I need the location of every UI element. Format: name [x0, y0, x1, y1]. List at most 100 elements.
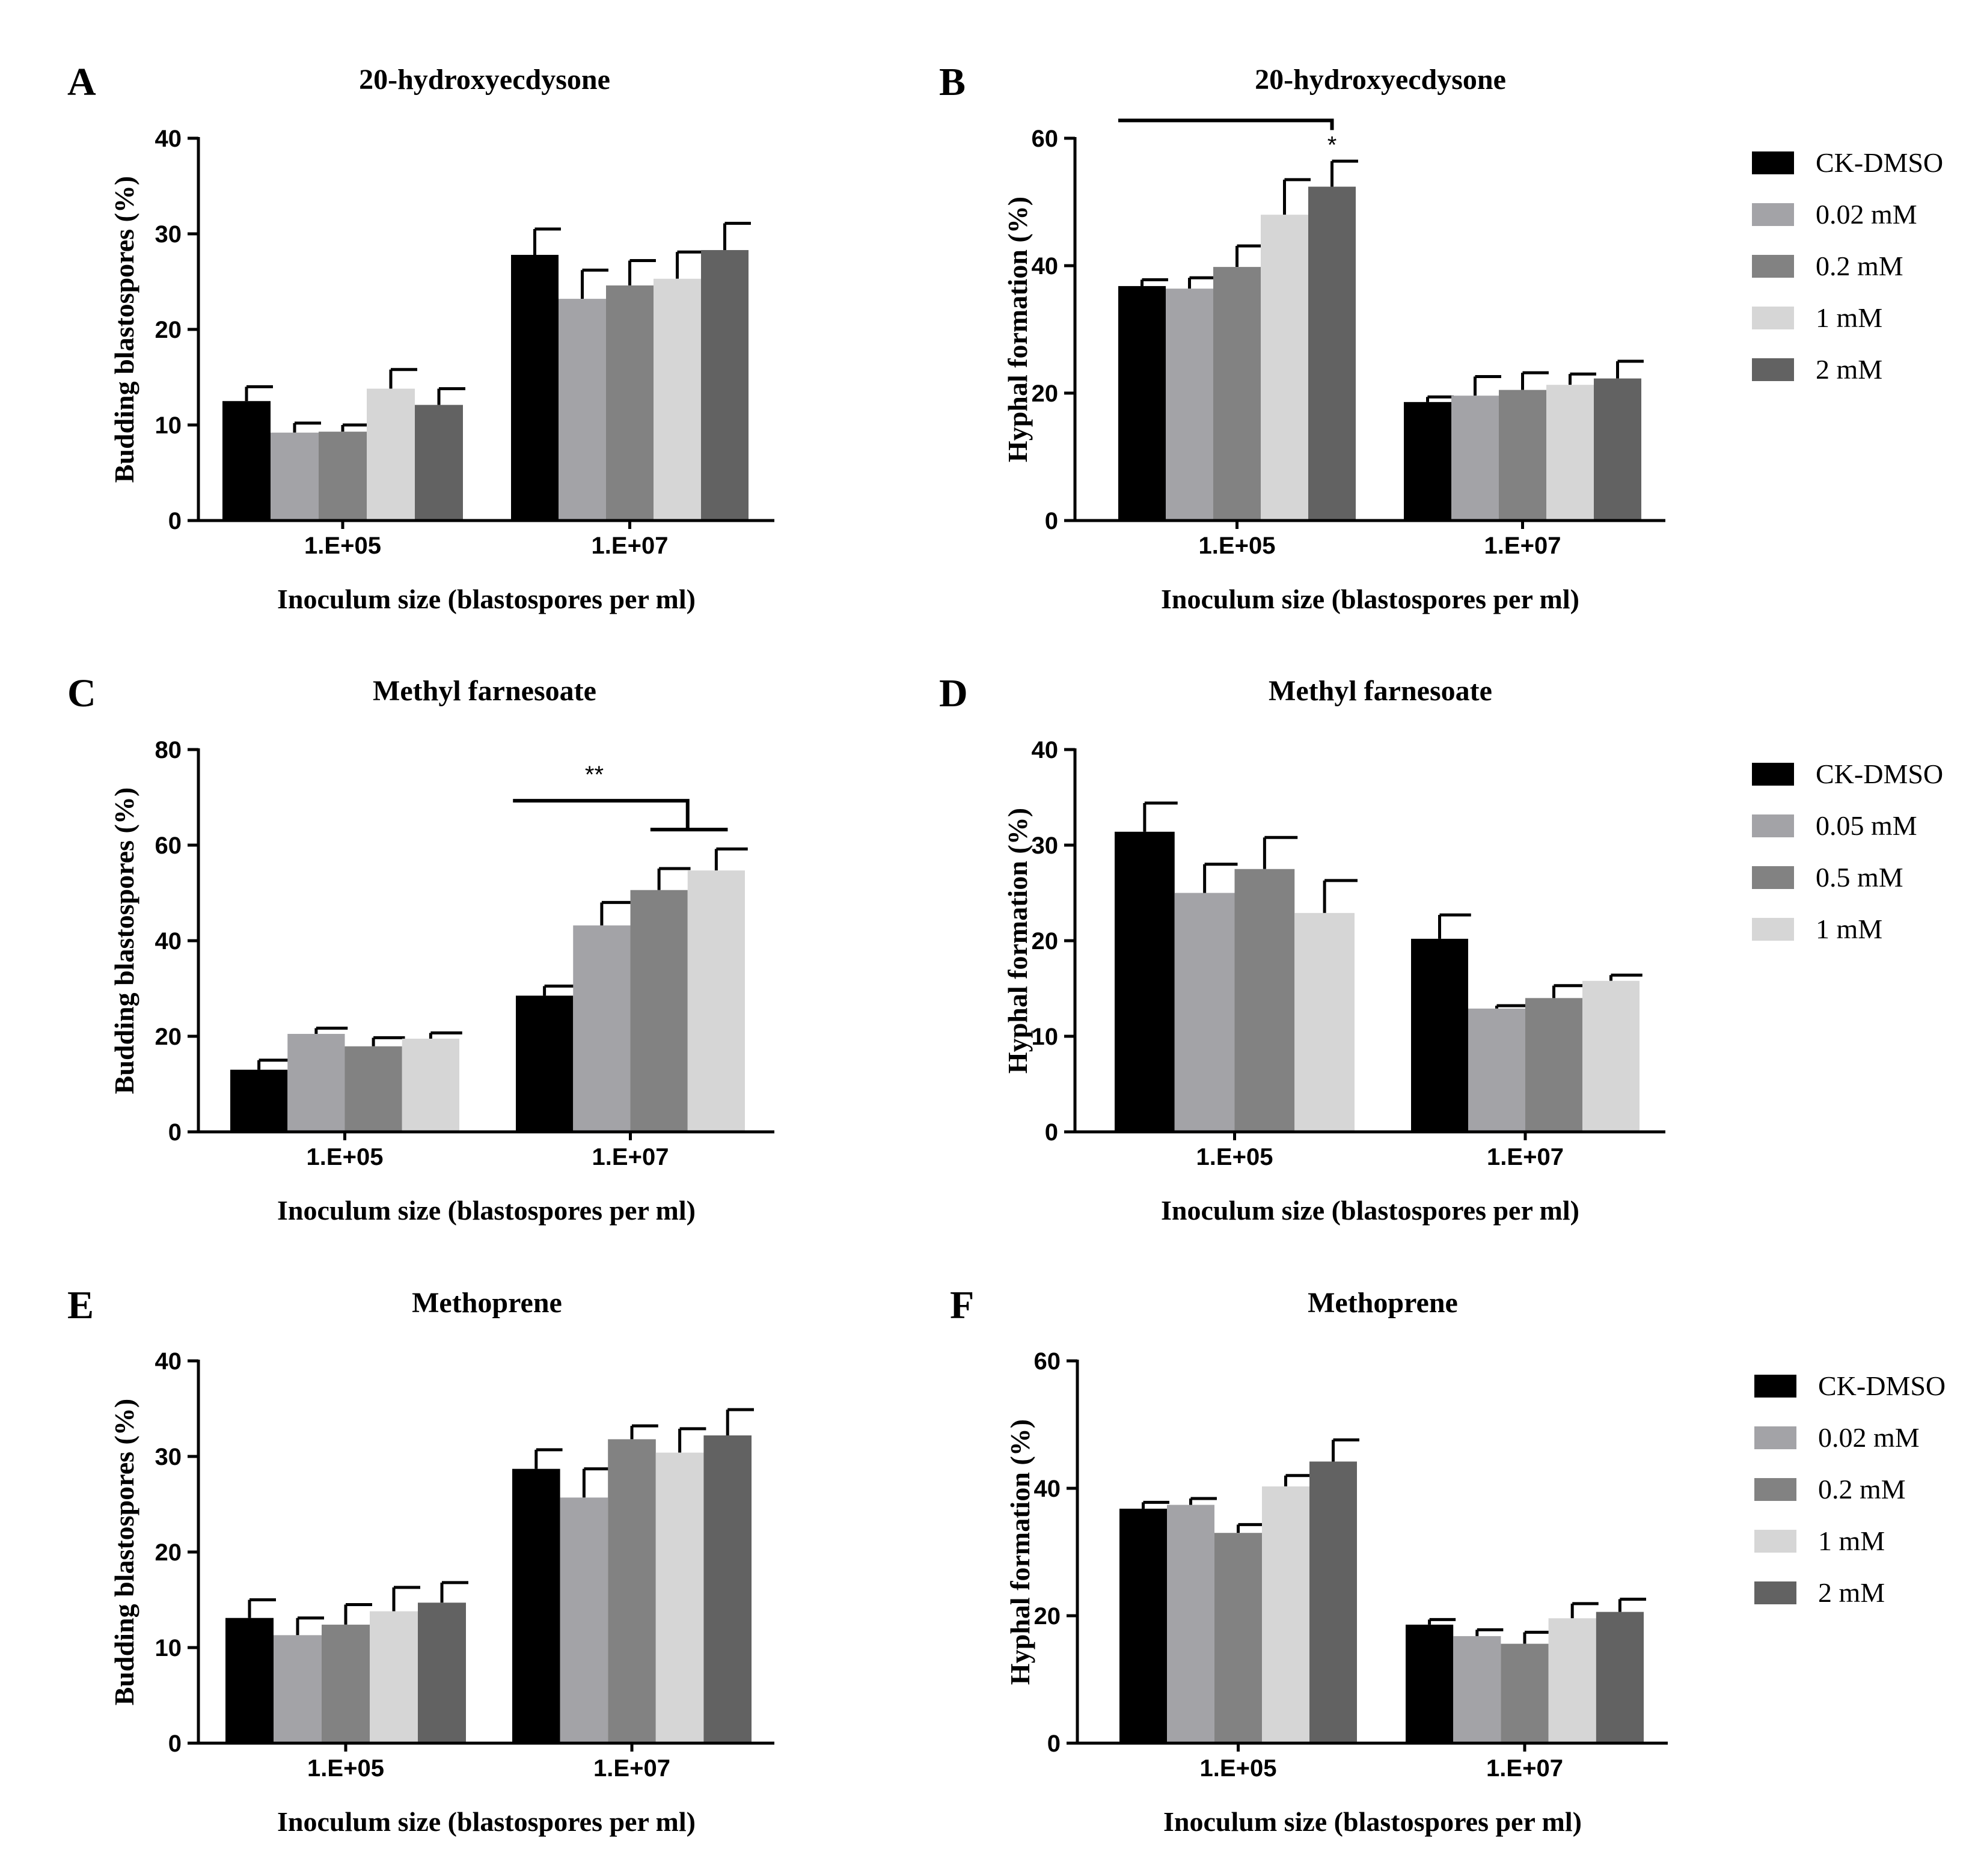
- legend-label: CK-DMSO: [1816, 147, 1943, 178]
- y-axis-label: Hyphal formation (%): [1005, 1419, 1035, 1685]
- bar: [344, 1046, 402, 1132]
- bar: [367, 388, 415, 521]
- legend-swatch: [1754, 1530, 1796, 1553]
- legend-label: 1 mM: [1818, 1526, 1885, 1556]
- panel-letter: B: [939, 60, 966, 104]
- x-tick-label: 1.E+05: [1200, 1755, 1277, 1782]
- legend-label: 1 mM: [1816, 914, 1882, 944]
- bar: [654, 278, 701, 521]
- y-tick-label: 0: [168, 1119, 182, 1146]
- bar: [1234, 869, 1295, 1132]
- legend-swatch: [1752, 151, 1794, 174]
- panel-e: E Methoprene 1.E+05 1.E+07 0 10 20 30 40 Inoculum…: [67, 1283, 774, 1837]
- bar: [1308, 186, 1356, 521]
- panel-letter: A: [67, 60, 96, 104]
- panel-f: F Methoprene 1.E+05 1.E+07 0 20 40 60 Inoculum s…: [950, 1283, 1668, 1837]
- bar: [1499, 390, 1546, 521]
- y-axis-label: Hyphal formation (%): [1002, 808, 1033, 1074]
- legend-swatch: [1752, 814, 1794, 837]
- bar: [1262, 1486, 1309, 1743]
- bar: [511, 254, 559, 521]
- x-tick-label: 1.E+07: [1484, 533, 1561, 559]
- legend-label: 2 mM: [1818, 1577, 1885, 1608]
- x-axis-label: Inoculum size (blastospores per ml): [1161, 1195, 1579, 1226]
- bar: [1214, 1533, 1262, 1743]
- y-tick-label: 0: [1045, 508, 1058, 534]
- bar: [1451, 396, 1499, 521]
- panel-title: 20-hydroxyecdysone: [1255, 64, 1506, 96]
- panel-c: C Methyl farnesoate 1.E+05 1.E+07 0 20 40 60 80 I…: [67, 671, 774, 1226]
- y-tick-label: 10: [155, 412, 182, 439]
- bar: [319, 432, 367, 521]
- x-tick-label: 1.E+07: [592, 533, 669, 559]
- legend-label: 0.02 mM: [1816, 199, 1917, 230]
- y-tick-label: 80: [155, 737, 182, 763]
- legend-label: 0.2 mM: [1816, 251, 1903, 281]
- bar: [687, 870, 745, 1132]
- legend-swatch: [1754, 1375, 1796, 1398]
- x-tick-label: 1.E+05: [307, 1144, 384, 1170]
- y-tick-label: 40: [1032, 737, 1059, 763]
- panel-letter: D: [939, 671, 968, 715]
- bar: [1525, 998, 1582, 1132]
- y-tick-label: 40: [1032, 253, 1059, 280]
- x-tick-label: 1.E+05: [1199, 533, 1276, 559]
- y-tick-label: 10: [155, 1635, 182, 1661]
- bar: [560, 1497, 608, 1743]
- significance-label: *: [1327, 132, 1337, 158]
- y-axis-label: Budding blastospores (%): [109, 787, 139, 1094]
- bar: [1118, 286, 1166, 521]
- x-tick-label: 1.E+05: [304, 533, 381, 559]
- significance-bracket: [1118, 118, 1334, 130]
- y-tick-label: 40: [155, 126, 182, 152]
- y-tick-label: 30: [155, 221, 182, 248]
- y-tick-label: 0: [1047, 1731, 1061, 1757]
- bar: [1294, 912, 1355, 1132]
- x-tick-label: 1.E+07: [593, 1755, 670, 1782]
- y-tick-label: 60: [155, 833, 182, 859]
- legend-label: 1 mM: [1816, 302, 1882, 333]
- y-tick-label: 20: [155, 1539, 182, 1566]
- bar: [703, 1435, 752, 1743]
- bar: [1261, 215, 1308, 521]
- y-tick-label: 20: [1032, 380, 1059, 407]
- bar: [1582, 980, 1640, 1132]
- bar: [1468, 1008, 1525, 1132]
- y-tick-label: 20: [155, 1024, 182, 1050]
- bar: [230, 1069, 288, 1132]
- y-tick-label: 0: [168, 1731, 182, 1757]
- legend-label: CK-DMSO: [1816, 759, 1943, 789]
- x-axis-label: Inoculum size (blastospores per ml): [277, 1806, 696, 1837]
- bar: [1406, 1624, 1454, 1743]
- bar: [630, 890, 688, 1132]
- bar: [1213, 267, 1261, 521]
- bar: [1453, 1636, 1501, 1743]
- legend-label: 0.2 mM: [1818, 1474, 1906, 1505]
- y-tick-label: 40: [1034, 1476, 1061, 1502]
- legend-swatch: [1752, 255, 1794, 278]
- legend-swatch: [1752, 307, 1794, 329]
- bar: [608, 1439, 656, 1743]
- legend-swatch: [1752, 918, 1794, 941]
- legend-swatch: [1754, 1478, 1796, 1501]
- legend-swatch: [1754, 1581, 1796, 1604]
- y-axis-label: Budding blastospores (%): [109, 1399, 139, 1705]
- legend-swatch: [1752, 358, 1794, 381]
- legend-swatch: [1754, 1426, 1796, 1449]
- bar: [274, 1635, 322, 1743]
- bar: [1404, 402, 1451, 521]
- bar: [271, 432, 319, 521]
- x-axis-label: Inoculum size (blastospores per ml): [1161, 584, 1579, 614]
- legend-label: 0.02 mM: [1818, 1422, 1920, 1453]
- y-tick-label: 60: [1032, 126, 1059, 152]
- bar: [655, 1452, 704, 1743]
- bar: [1309, 1461, 1357, 1743]
- panel-title: Methyl farnesoate: [373, 675, 596, 707]
- bar: [573, 925, 631, 1132]
- panel-letter: C: [67, 671, 96, 715]
- panel-title: Methoprene: [1308, 1287, 1458, 1319]
- y-tick-label: 60: [1034, 1348, 1061, 1375]
- y-tick-label: 10: [1032, 1024, 1059, 1050]
- bar: [512, 1468, 560, 1743]
- y-tick-label: 40: [155, 1348, 182, 1375]
